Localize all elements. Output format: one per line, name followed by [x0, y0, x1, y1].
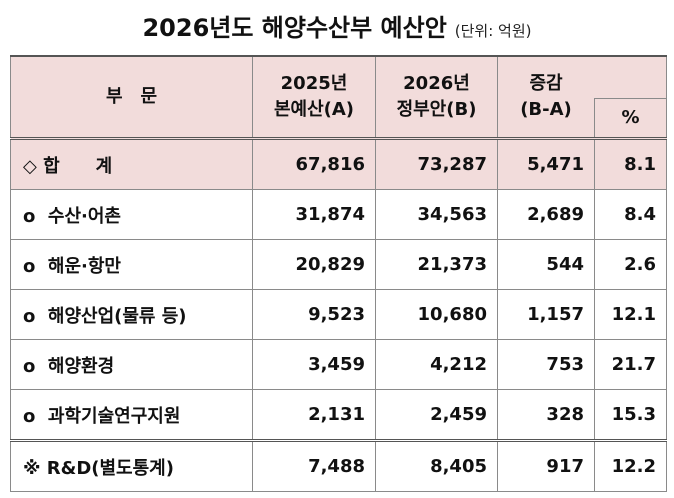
cell: 12.2 — [594, 439, 667, 492]
cell: 34,563 — [375, 189, 498, 240]
cell: 2.6 — [594, 239, 667, 290]
header-text: 증감 — [529, 73, 563, 94]
table-row: ◇ 합 계 67,816 73,287 5,471 8.1 — [10, 138, 667, 190]
cell: 753 — [497, 339, 595, 390]
header-percent: % — [594, 98, 667, 140]
cell: 1,157 — [497, 289, 595, 340]
cell: 2,689 — [497, 189, 595, 240]
header-category: 부 문 — [10, 55, 253, 140]
cell: 2,131 — [252, 389, 376, 441]
table-row: o 해양환경 3,459 4,212 753 21.7 — [10, 339, 667, 390]
title: 2026년도 해양수산부 예산안 — [142, 14, 447, 42]
title-bar: 2026년도 해양수산부 예산안 (단위: 억원) — [0, 8, 674, 43]
cell: 12.1 — [594, 289, 667, 340]
row-label: o 해양환경 — [10, 339, 253, 390]
cell: 10,680 — [375, 289, 498, 340]
cell: 328 — [497, 389, 595, 441]
cell: 20,829 — [252, 239, 376, 290]
table-row: o 수산·어촌 31,874 34,563 2,689 8.4 — [10, 189, 667, 240]
header-text: 2026년 — [403, 73, 470, 94]
row-label: ※ R&D(별도통계) — [10, 439, 253, 492]
cell: 21,373 — [375, 239, 498, 290]
row-label: o 해운·항만 — [10, 239, 253, 290]
cell: 9,523 — [252, 289, 376, 340]
table-body: ◇ 합 계 67,816 73,287 5,471 8.1 o 수산·어촌 31,874 34… — [10, 138, 667, 492]
cell: 5,471 — [497, 138, 595, 190]
header-text: (B-A) — [520, 99, 572, 120]
row-label: o 과학기술연구지원 — [10, 389, 253, 441]
table-row: o 해양산업(물류 등) 9,523 10,680 1,157 12.1 — [10, 289, 667, 340]
row-label: ◇ 합 계 — [10, 138, 253, 190]
header-text: 정부안(B) — [396, 99, 477, 120]
header-text: 본예산(A) — [273, 99, 355, 120]
header-change: 증감 (B-A) — [497, 55, 595, 140]
cell: 917 — [497, 439, 595, 492]
header-text: 2025년 — [280, 73, 348, 94]
row-label: o 해양산업(물류 등) — [10, 289, 253, 340]
cell: 4,212 — [375, 339, 498, 390]
cell: 8.1 — [594, 138, 667, 190]
cell: 67,816 — [252, 138, 376, 190]
cell: 73,287 — [375, 138, 498, 190]
cell: 21.7 — [594, 339, 667, 390]
cell: 7,488 — [252, 439, 376, 492]
cell: 8.4 — [594, 189, 667, 240]
table-row: o 해운·항만 20,829 21,373 544 2.6 — [10, 239, 667, 290]
unit: (단위: 억원) — [454, 22, 532, 40]
cell: 544 — [497, 239, 595, 290]
cell: 31,874 — [252, 189, 376, 240]
row-label: o 수산·어촌 — [10, 189, 253, 240]
cell: 3,459 — [252, 339, 376, 390]
table-row: o 과학기술연구지원 2,131 2,459 328 15.3 — [10, 389, 667, 441]
cell: 15.3 — [594, 389, 667, 441]
cell: 8,405 — [375, 439, 498, 492]
cell: 2,459 — [375, 389, 498, 441]
header-empty — [594, 55, 667, 99]
table-row: ※ R&D(별도통계) 7,488 8,405 917 12.2 — [10, 439, 667, 492]
